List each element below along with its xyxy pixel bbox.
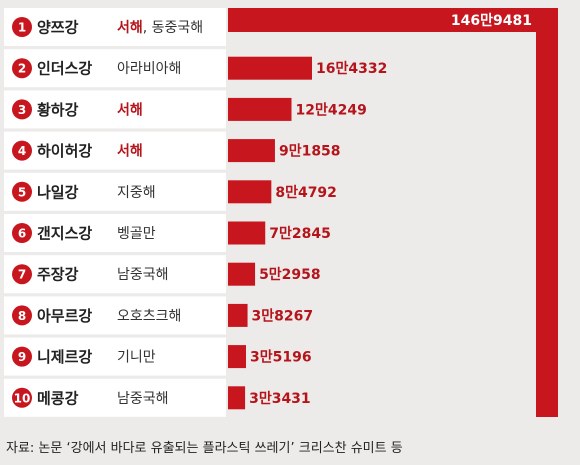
rank-badge [12,181,32,202]
rank-number: 7 [18,268,26,282]
sea-name: 남중국해 [117,267,169,283]
sea-cell [110,8,226,46]
bar [228,139,275,163]
sea-rest: 아라비아해 [117,61,181,77]
sea-rest: 기니만 [117,350,156,366]
bar [228,221,266,245]
sea-highlight: 서해 [117,102,143,118]
table-row: 3 황하강 서해 [4,90,226,129]
sea-rest: 지중해 [117,185,156,201]
bar-value-label: 3만3431 [249,391,311,407]
river-name: 하이허강 [37,142,92,160]
sea-cell [110,172,226,211]
sea-highlight: 서해 [117,20,143,36]
sea-name: 지중해 [117,185,156,201]
rank-number: 1 [18,21,26,35]
sea-cell [110,337,226,376]
source-note: 자료: 논문 ‘강에서 바다로 유출되는 플라스틱 쓰레기’ 크리스찬 슈미트 … [6,441,403,456]
river-name: 인더스강 [37,60,92,78]
sea-name: 벵골만 [117,226,156,242]
sea-cell [110,214,226,252]
table-row: 1 양쯔강 서해, 동중국해 [4,8,226,46]
river-name: 메콩강 [37,389,79,407]
bar-value-label: 7만2845 [269,226,331,242]
rank-badge [12,305,32,326]
sea-name: 서해, 동중국해 [117,20,203,36]
bar [228,97,292,121]
table-row: 5 나일강 지중해 [4,172,226,211]
table-row: 8 아무르강 오호츠크해 [4,296,226,335]
bar-value-label: 16만4332 [316,61,387,77]
river-name: 갠지스강 [37,225,92,243]
rank-number: 2 [18,62,26,76]
sea-name: 기니만 [117,350,156,366]
bar-value-label: 3만5196 [250,350,312,366]
river-name: 주장강 [37,266,79,284]
river-name: 양쯔강 [37,19,79,37]
bar [228,262,256,286]
sea-cell [110,90,226,129]
bar-value-label: 9만1858 [279,144,341,160]
river-name: 니제르강 [37,348,92,366]
sea-name: 서해 [117,102,143,118]
rank-badge [12,223,32,243]
sea-cell [110,131,226,170]
rank-badge [12,140,32,161]
sea-name: 서해 [117,144,143,160]
bar-value-label: 5만2958 [259,267,321,283]
bar-value-label: 12만4249 [296,102,367,118]
sea-cell [110,378,226,417]
rank-number: 6 [18,227,26,241]
sea-rest: 오호츠크해 [117,308,181,324]
bar [228,386,246,410]
rank-number: 5 [18,185,26,199]
bar-value-label: 8만4792 [275,185,337,201]
sea-name: 남중국해 [117,391,169,407]
rank-badge [12,346,32,367]
rank-number: 10 [14,391,31,405]
table-row: 2 인더스강 아라비아해 [4,49,226,88]
table-row: 7 주장강 남중국해 [4,255,226,294]
bar [228,180,272,204]
river-name: 황하강 [37,101,79,119]
rank-badge [12,17,32,37]
rank-number: 9 [18,350,26,364]
bar [228,345,246,369]
bar [228,8,558,32]
sea-name: 오호츠크해 [117,308,181,324]
table-row: 4 하이허강 서해 [4,131,226,170]
rank-number: 4 [18,144,26,158]
bar-value-label: 3만8267 [252,308,314,324]
rank-number: 8 [18,309,26,323]
table-row: 10 메콩강 남중국해 [4,378,226,417]
sea-cell [110,296,226,335]
sea-name: 아라비아해 [117,61,181,77]
sea-cell [110,49,226,88]
table-row: 9 니제르강 기니만 [4,337,226,376]
sea-rest: 벵골만 [117,226,156,242]
bar [228,303,248,327]
sea-highlight: 서해 [117,144,143,160]
river-name: 나일강 [37,183,79,201]
sea-rest: 남중국해 [117,267,169,283]
rank-number: 3 [18,103,26,117]
rank-badge [12,387,32,408]
sea-rest: 남중국해 [117,391,169,407]
river-name: 아무르강 [37,307,92,325]
bar-value-label: 146만9481 [451,13,532,29]
rank-badge [12,264,32,285]
table-row: 6 갠지스강 벵골만 [4,214,226,252]
sea-rest: , 동중국해 [143,20,203,36]
bar [228,56,312,80]
sea-cell [110,255,226,294]
rank-badge [12,58,32,79]
rank-badge [12,99,32,120]
bar-overflow [536,8,558,417]
